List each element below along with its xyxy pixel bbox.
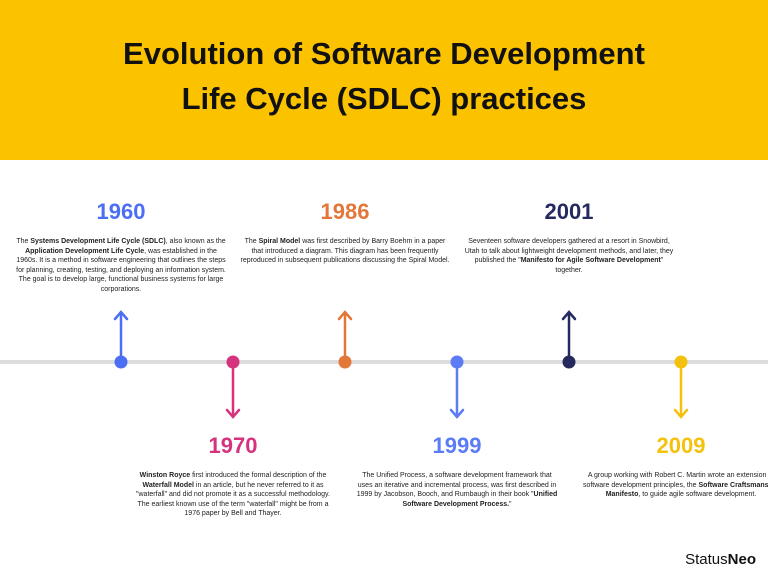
- bold-text: Systems Development Life Cycle (SDLC): [30, 238, 166, 245]
- timeline-dot: [114, 355, 128, 369]
- arrow-head: [561, 310, 577, 321]
- timeline-dot: [562, 355, 576, 369]
- bold-text: Winston Royce: [139, 472, 191, 479]
- description: A group working with Robert C. Martin wr…: [579, 471, 768, 500]
- timeline-dot: [226, 355, 240, 369]
- text: The: [16, 238, 31, 245]
- bold-text: Unified Software Development Process.: [402, 491, 558, 508]
- text: The Unified Process, a software developm…: [356, 472, 557, 499]
- year: 1986: [320, 199, 370, 224]
- bold-text: Application Development Life Cycle: [25, 247, 145, 255]
- title: Evolution of Software Development: [123, 36, 645, 71]
- year: 1960: [96, 199, 146, 224]
- arrow-head: [337, 310, 353, 321]
- text: in an article, but he never referred to …: [136, 481, 330, 518]
- description: The Unified Process, a software developm…: [355, 471, 559, 509]
- text: , also known as the: [165, 238, 226, 245]
- arrow-head: [673, 408, 689, 419]
- arrow-head: [225, 408, 241, 419]
- arrow-head: [113, 310, 129, 321]
- timeline-dot: [450, 355, 464, 369]
- text: The: [244, 238, 259, 245]
- description: The Spiral Model was first described by …: [238, 237, 452, 266]
- timeline-dot: [674, 355, 688, 369]
- description: Seventeen software developers gathered a…: [462, 237, 676, 275]
- text: Seventeen software developers gathered a…: [464, 238, 674, 265]
- arrow-head: [449, 408, 465, 419]
- header: Evolution of Software Development Life C…: [0, 0, 768, 160]
- description: Winston Royce first introduced the forma…: [131, 471, 335, 519]
- bold-text: Neo: [727, 551, 756, 568]
- timeline-dot: [338, 355, 352, 369]
- year: 2009: [656, 433, 706, 458]
- year: 1970: [208, 433, 258, 458]
- text: , to guide agile software development.: [638, 491, 757, 499]
- bold-text: Manifesto for Agile Software Development: [520, 257, 661, 265]
- text: was first described by Barry Boehm in a …: [240, 238, 450, 265]
- year: 2001: [544, 199, 594, 224]
- description: The Systems Development Life Cycle (SDLC…: [14, 237, 228, 295]
- text: first introduced the formal description …: [190, 472, 327, 479]
- text: Status: [685, 551, 728, 568]
- text: " together.: [555, 257, 664, 274]
- title: Life Cycle (SDLC) practices: [181, 81, 587, 116]
- bold-text: Waterfall Model: [142, 481, 194, 489]
- brand: StatusNeo: [685, 551, 756, 568]
- year: 1999: [432, 433, 482, 458]
- text: , was established in the 1960s. It is a …: [16, 247, 226, 293]
- bold-text: Spiral Model: [258, 238, 301, 245]
- bold-text: Software Craftsmanship Manifesto: [605, 481, 768, 499]
- text: A group working with Robert C. Martin wr…: [582, 472, 768, 489]
- text: ": [509, 500, 512, 508]
